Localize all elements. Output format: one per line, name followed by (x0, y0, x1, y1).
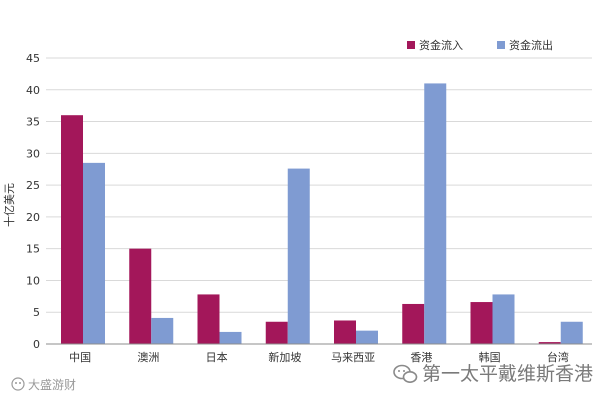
y-tick-label: 15 (26, 243, 40, 256)
y-tick-label: 20 (26, 211, 40, 224)
y-tick-label: 30 (26, 147, 40, 160)
bar-outflow (287, 168, 310, 344)
x-tick-label: 韩国 (479, 350, 501, 364)
bar-outflow (219, 331, 242, 344)
bar-outflow (151, 317, 174, 344)
bar-inflow (265, 321, 288, 344)
x-tick-label: 中国 (69, 351, 91, 364)
left-watermark-text: 大盛游财 (28, 377, 76, 392)
bar-inflow (402, 303, 425, 344)
bar-inflow (129, 248, 152, 344)
bar-inflow (538, 342, 561, 344)
y-tick-label: 5 (33, 306, 40, 319)
legend: 资金流入 资金流出 (407, 38, 553, 52)
y-axis-label: 十亿美元 (2, 183, 16, 227)
y-tick-label: 40 (26, 84, 40, 97)
bar-inflow (197, 294, 220, 344)
y-tick-label: 45 (26, 52, 40, 65)
x-tick-label: 台湾 (547, 350, 569, 364)
x-tick-label: 新加坡 (268, 350, 301, 364)
gridlines (46, 57, 592, 313)
x-tick-label: 日本 (206, 350, 228, 364)
x-tick-label: 澳洲 (137, 351, 159, 364)
legend-swatch-outflow (497, 41, 505, 49)
x-tick-label: 香港 (410, 351, 432, 364)
y-tick-label: 10 (26, 274, 40, 287)
watermark: 第一太平戴维斯香港 大盛游财 (11, 363, 593, 392)
bar-outflow (356, 330, 378, 344)
y-tick-label: 35 (26, 116, 40, 129)
bar-outflow (83, 162, 105, 344)
legend-label-outflow: 资金流出 (509, 38, 553, 52)
x-tick-label: 马来西亚 (331, 351, 375, 364)
bar-outflow (424, 83, 447, 344)
y-tick-label: 0 (33, 338, 40, 351)
x-tick-labels: 中国 澳洲 日本 新加坡 马来西亚 香港 韩国 台湾 (69, 350, 569, 364)
bar-outflow (560, 321, 583, 344)
bar-inflow (334, 320, 356, 344)
y-tick-label: 25 (26, 179, 40, 192)
legend-label-inflow: 资金流入 (419, 38, 463, 52)
legend-swatch-inflow (407, 41, 415, 49)
y-tick-labels: 0 5 10 15 20 25 30 35 40 45 (26, 52, 40, 351)
bar-inflow (470, 302, 493, 344)
bars (61, 83, 583, 344)
left-watermark-logo-icon (11, 377, 25, 391)
bar-outflow (492, 294, 515, 344)
wechat-logo-icon (393, 364, 418, 383)
watermark-text: 第一太平戴维斯香港 (422, 363, 593, 385)
bar-inflow (61, 115, 83, 344)
